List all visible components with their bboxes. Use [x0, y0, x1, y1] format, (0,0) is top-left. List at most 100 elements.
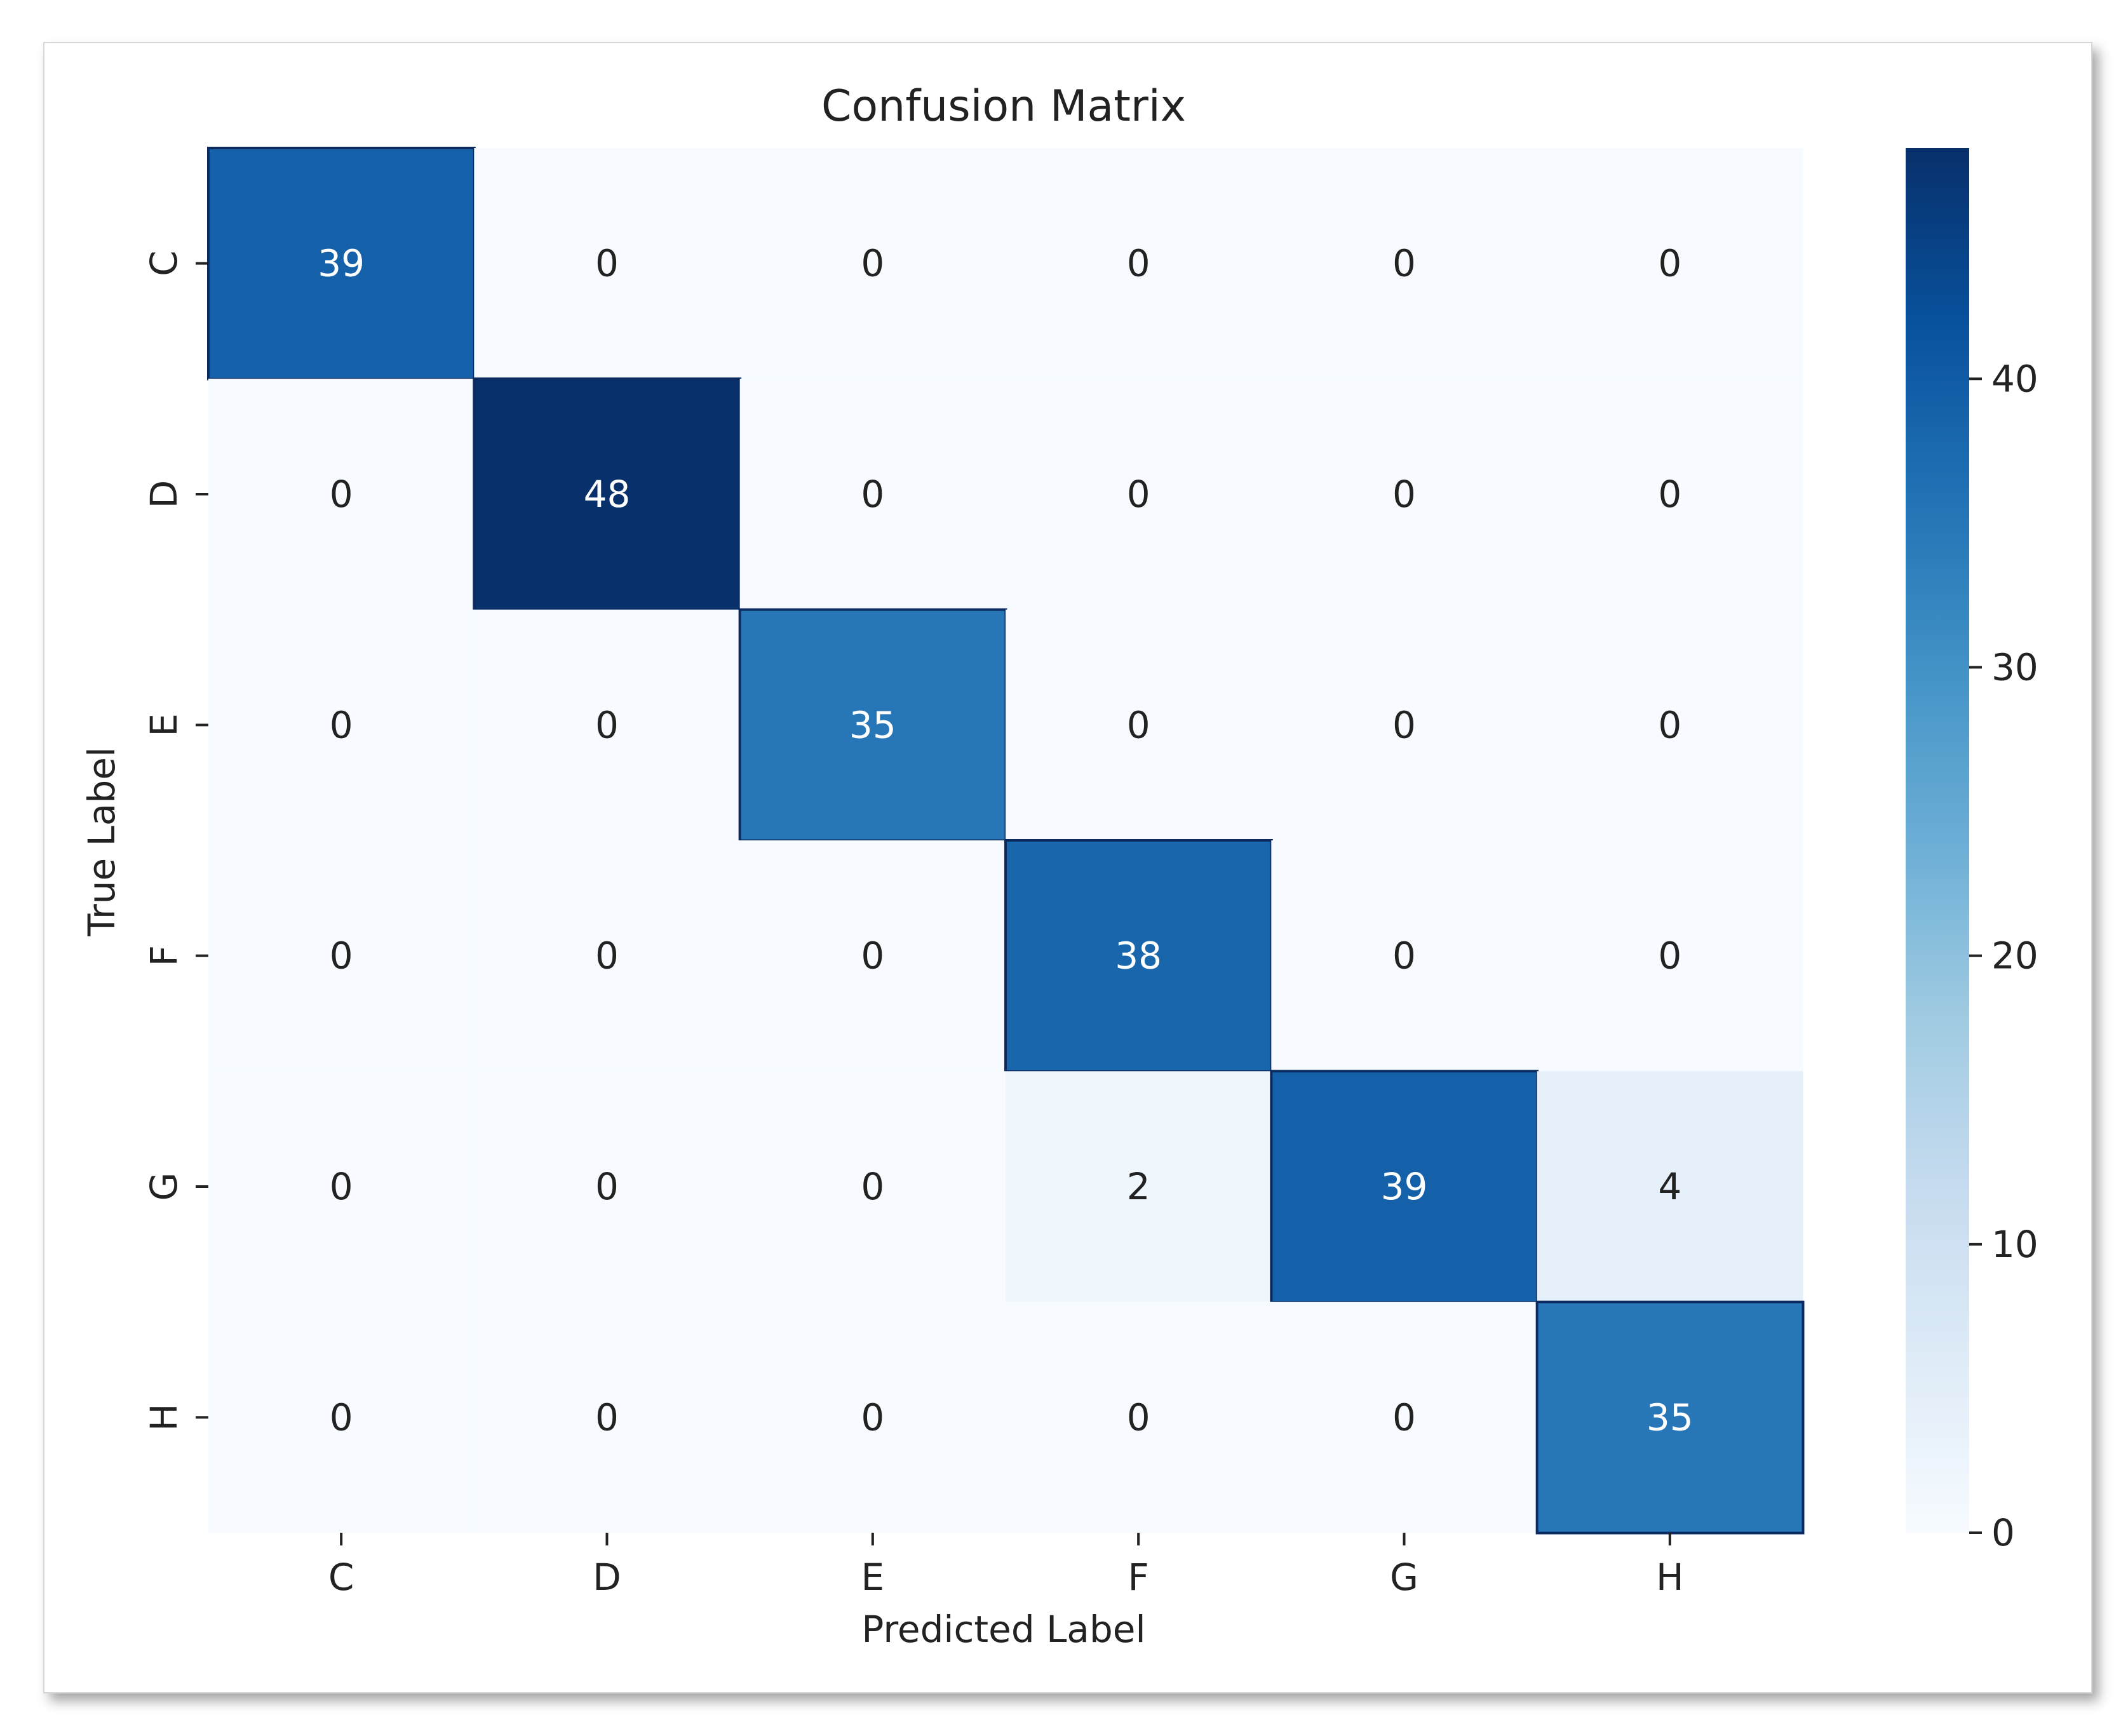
heatmap-cell-E-D [474, 609, 741, 841]
cell-value-C-H: 0 [1658, 242, 1681, 285]
heatmap-cell-E-H [1537, 609, 1803, 841]
colorbar-tick-label-10: 10 [1991, 1223, 2038, 1266]
heatmap-cell-C-E [739, 148, 1006, 379]
cell-value-F-C: 0 [330, 934, 353, 978]
cell-value-F-G: 0 [1392, 934, 1416, 978]
x-tick-label-E: E [861, 1556, 885, 1599]
heatmap-cell-G-C [208, 1071, 475, 1303]
heatmap-cell-D-E [739, 379, 1006, 610]
heatmap-cell-H-G [1271, 1302, 1538, 1533]
heatmap-cell-F-F [1004, 839, 1273, 1073]
heatmap-cell-E-C [208, 609, 475, 841]
heatmap-cell-E-F [1006, 609, 1272, 841]
heatmap-cell-G-H [1537, 1071, 1803, 1303]
heatmap-cell-C-F [1006, 148, 1272, 379]
heatmap-cell-D-H [1537, 379, 1803, 610]
cell-value-F-E: 0 [861, 934, 884, 978]
heatmap-cell-H-D [474, 1302, 741, 1533]
heatmap-cell-F-C [208, 840, 475, 1072]
cell-value-F-H: 0 [1658, 934, 1681, 978]
cell-value-C-D: 0 [595, 242, 619, 285]
colorbar-tick-label-30: 30 [1991, 646, 2038, 689]
cell-value-G-D: 0 [595, 1165, 619, 1208]
cell-value-E-F: 0 [1127, 703, 1150, 746]
x-tick-label-G: G [1390, 1556, 1418, 1599]
y-tick-label-E: E [142, 713, 185, 737]
heatmap-cell-F-G [1271, 840, 1538, 1072]
x-axis-ticks: C D E F G H [328, 1533, 1684, 1599]
cell-value-E-H: 0 [1658, 703, 1681, 746]
heatmap-cell-F-H [1537, 840, 1803, 1072]
heatmap-cell-D-D [473, 377, 742, 612]
cell-value-E-D: 0 [595, 703, 619, 746]
cell-value-H-H: 35 [1646, 1396, 1693, 1439]
y-tick-label-G: G [142, 1173, 185, 1201]
heatmap-cell-F-E [739, 840, 1006, 1072]
cell-value-G-E: 0 [861, 1165, 884, 1208]
heatmap-cell-G-F [1006, 1071, 1272, 1303]
heatmap-cell-H-E [739, 1302, 1006, 1533]
cell-value-G-F: 2 [1127, 1165, 1150, 1208]
cell-value-E-E: 35 [849, 703, 896, 746]
x-tick-label-D: D [593, 1556, 621, 1599]
cell-value-G-G: 39 [1381, 1165, 1428, 1208]
heatmap-cell-G-G [1270, 1070, 1539, 1304]
cell-value-H-C: 0 [330, 1396, 353, 1439]
x-tick-label-F: F [1128, 1556, 1148, 1599]
colorbar: 0 10 20 30 40 [1906, 148, 2038, 1554]
x-tick-label-C: C [328, 1556, 354, 1599]
cell-value-E-C: 0 [330, 703, 353, 746]
y-axis-label: True Label [80, 747, 123, 937]
cell-value-E-G: 0 [1392, 703, 1416, 746]
heatmap-cell-E-G [1271, 609, 1538, 841]
y-tick-label-D: D [142, 480, 185, 509]
cell-value-H-G: 0 [1392, 1396, 1416, 1439]
heatmap-cell-G-E [739, 1071, 1006, 1303]
cell-value-D-E: 0 [861, 473, 884, 516]
x-axis-label: Predicted Label [861, 1608, 1145, 1651]
heatmap-cell-D-G [1271, 379, 1538, 610]
cell-value-D-D: 48 [584, 473, 631, 516]
cell-value-D-G: 0 [1392, 473, 1416, 516]
heatmap-cell-C-G [1271, 148, 1538, 379]
heatmap-cell-C-D [474, 148, 741, 379]
colorbar-tick-label-0: 0 [1991, 1511, 2015, 1554]
cell-value-C-F: 0 [1127, 242, 1150, 285]
y-tick-label-H: H [142, 1404, 185, 1432]
cell-value-H-D: 0 [595, 1396, 619, 1439]
cell-value-C-C: 39 [318, 242, 365, 285]
heatmap-cell-E-E [738, 608, 1007, 842]
heatmap-cell-C-H [1537, 148, 1803, 379]
cell-value-H-E: 0 [861, 1396, 884, 1439]
colorbar-tick-label-20: 20 [1991, 934, 2038, 978]
colorbar-gradient [1906, 148, 1969, 1533]
heatmap-cell-H-H [1535, 1300, 1805, 1535]
heatmap-cell-F-D [474, 840, 741, 1072]
y-tick-label-C: C [142, 250, 185, 276]
heatmap-cell-G-D [474, 1071, 741, 1303]
heatmap-cell-D-F [1006, 379, 1272, 610]
heatmap-cell-C-C [207, 147, 476, 380]
heatmap-cells [207, 147, 1805, 1535]
y-axis-ticks: C D E F G H [142, 250, 208, 1431]
cell-value-D-F: 0 [1127, 473, 1150, 516]
cell-value-D-C: 0 [330, 473, 353, 516]
colorbar-tick-label-40: 40 [1991, 357, 2038, 400]
cell-value-C-E: 0 [861, 242, 884, 285]
heatmap-cell-D-C [208, 379, 475, 610]
cell-value-F-F: 38 [1115, 934, 1162, 978]
cell-value-H-F: 0 [1127, 1396, 1150, 1439]
y-tick-label-F: F [142, 945, 185, 966]
x-tick-label-H: H [1656, 1556, 1684, 1599]
heatmap-cell-H-F [1006, 1302, 1272, 1533]
heatmap-cell-labels: 39 0 0 0 0 0 0 48 0 0 0 0 0 0 35 0 0 0 0 0 0 38 0 0 0 0 0 2 39 4 0 0 0 0 0… [318, 242, 1693, 1439]
cell-value-D-H: 0 [1658, 473, 1681, 516]
heatmap-cell-H-C [208, 1302, 475, 1533]
cell-value-C-G: 0 [1392, 242, 1416, 285]
cell-value-F-D: 0 [595, 934, 619, 978]
chart-title: Confusion Matrix [821, 81, 1186, 131]
cell-value-G-C: 0 [330, 1165, 353, 1208]
cell-value-G-H: 4 [1658, 1165, 1681, 1208]
